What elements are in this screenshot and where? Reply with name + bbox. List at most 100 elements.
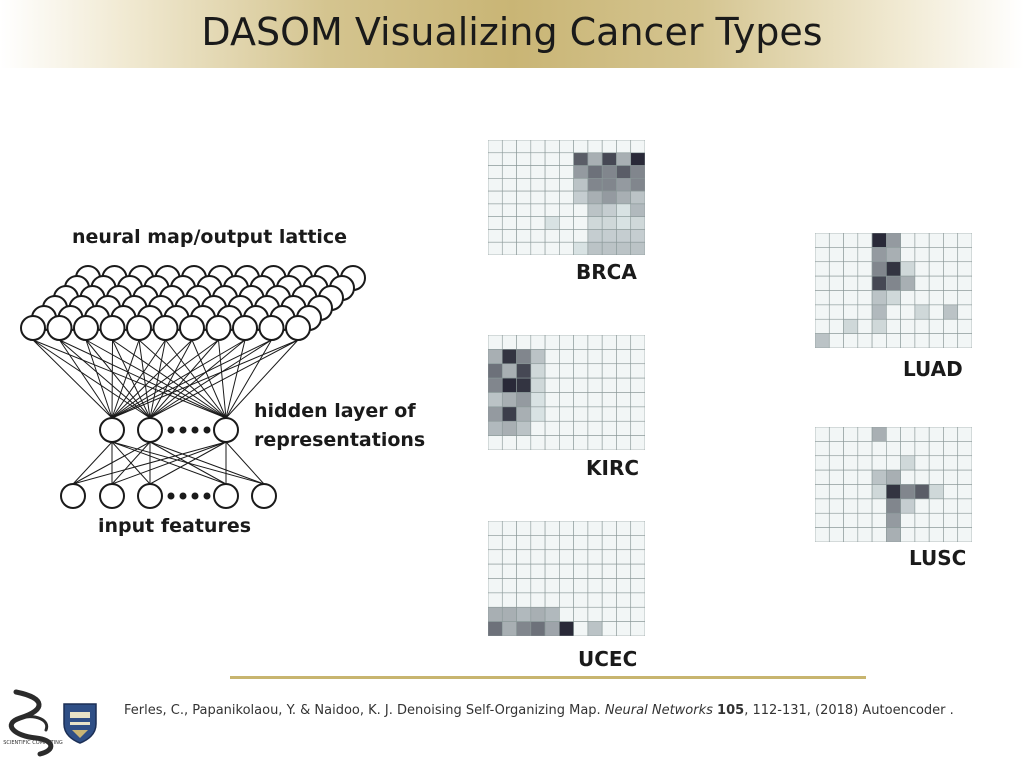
heatmap-cell xyxy=(587,549,603,565)
heatmap-cell xyxy=(559,363,574,379)
heatmap-cell xyxy=(943,441,959,457)
heatmap-cell xyxy=(957,290,972,306)
heatmap-cell xyxy=(886,261,901,277)
heatmap-cell xyxy=(488,349,503,365)
heatmap-cell xyxy=(544,377,560,393)
heatmap-cell xyxy=(616,335,632,350)
heatmap-cell xyxy=(573,178,589,192)
heatmap-cell xyxy=(943,247,959,263)
heatmap-cell xyxy=(943,527,959,542)
heatmap-cell xyxy=(900,498,916,514)
citation-journal: Neural Networks xyxy=(604,703,713,718)
heatmap-cell xyxy=(559,165,574,179)
heatmap-cell xyxy=(587,165,603,179)
heatmap-cell xyxy=(828,527,844,542)
heatmap-cell xyxy=(587,335,603,350)
heatmap-cell xyxy=(501,229,517,243)
heatmap-cell xyxy=(815,333,830,348)
heatmap-cell xyxy=(501,203,517,217)
heatmap-cell xyxy=(630,203,645,217)
heatmap-cell xyxy=(573,229,589,243)
heatmap-cell xyxy=(587,178,603,192)
heatmap-cell xyxy=(616,349,632,365)
heatmap-cell xyxy=(914,290,930,306)
heatmap-cell xyxy=(559,521,574,536)
hidden-node xyxy=(213,417,239,443)
heatmap-cell xyxy=(815,441,830,457)
heatmap-cell xyxy=(501,592,517,608)
heatmap-cell xyxy=(544,606,560,622)
heatmap-cell xyxy=(516,216,532,230)
heatmap-cell xyxy=(928,484,944,500)
heatmap-cell xyxy=(857,498,873,514)
heatmap-cell xyxy=(544,392,560,408)
heatmap-cell xyxy=(488,392,503,408)
title-band xyxy=(0,0,1024,68)
heatmap-cell xyxy=(843,455,859,471)
heatmap-cell xyxy=(573,521,589,536)
heatmap-cell xyxy=(488,241,503,255)
footer-rule xyxy=(230,676,866,679)
heatmap-cell xyxy=(828,247,844,263)
heatmap-cell xyxy=(601,152,617,166)
heatmap-cell xyxy=(544,229,560,243)
heatmap-cell xyxy=(559,190,574,205)
heatmap-cell xyxy=(587,190,603,205)
heatmap-cell xyxy=(815,527,830,542)
heatmap-cell xyxy=(843,304,859,320)
heatmap-cell xyxy=(616,392,632,408)
heatmap-cell xyxy=(928,527,944,542)
heatmap-cell xyxy=(587,152,603,166)
input-node xyxy=(99,483,125,509)
heatmap-cell xyxy=(488,140,503,154)
heatmap-cell xyxy=(843,512,859,528)
heatmap-cell xyxy=(530,363,546,379)
heatmap-cell xyxy=(587,229,603,243)
heatmap-cell xyxy=(544,406,560,422)
heatmap-cell xyxy=(928,469,944,485)
hidden-node xyxy=(99,417,125,443)
heatmap-cell xyxy=(616,363,632,379)
heatmap-cell xyxy=(928,333,944,348)
input-ellipsis-dot xyxy=(191,492,199,500)
heatmap-cell xyxy=(928,498,944,514)
heatmap-cell xyxy=(516,563,532,579)
heatmap-cell xyxy=(559,420,574,436)
heatmap-cell xyxy=(559,392,574,408)
heatmap-cell xyxy=(573,152,589,166)
heatmap-cell xyxy=(516,241,532,255)
heatmap-cell xyxy=(501,578,517,594)
heatmap-cell xyxy=(601,216,617,230)
heatmap-cell xyxy=(630,578,645,594)
heatmap-cell xyxy=(559,606,574,622)
heatmap-label-lusc: LUSC xyxy=(909,546,967,570)
heatmap-cell xyxy=(516,406,532,422)
heatmap-cell xyxy=(501,521,517,536)
heatmap-cell xyxy=(559,549,574,565)
university-crest-logo xyxy=(63,703,97,744)
heatmap-cell xyxy=(815,304,830,320)
heatmap-cell xyxy=(914,427,930,442)
heatmap-cell xyxy=(559,203,574,217)
heatmap-cell xyxy=(616,241,632,255)
heatmap-cell xyxy=(530,190,546,205)
heatmap-cell xyxy=(501,406,517,422)
heatmap-cell xyxy=(815,498,830,514)
heatmap-cell xyxy=(530,349,546,365)
heatmap-cell xyxy=(843,441,859,457)
heatmap-cell xyxy=(516,152,532,166)
heatmap-cell xyxy=(501,606,517,622)
heatmap-cell xyxy=(501,377,517,393)
heatmap-cell xyxy=(530,563,546,579)
heatmap-cell xyxy=(828,455,844,471)
heatmap-cell xyxy=(943,261,959,277)
hidden-ellipsis-dot xyxy=(167,426,175,434)
heatmap-cell xyxy=(573,140,589,154)
heatmap-cell xyxy=(857,318,873,334)
heatmap-cell xyxy=(828,427,844,442)
heatmap-cell xyxy=(601,535,617,551)
heatmap-cell xyxy=(871,427,887,442)
heatmap-cell xyxy=(530,535,546,551)
heatmap-cell xyxy=(573,203,589,217)
citation: Ferles, C., Papanikolaou, Y. & Naidoo, K… xyxy=(124,703,954,718)
